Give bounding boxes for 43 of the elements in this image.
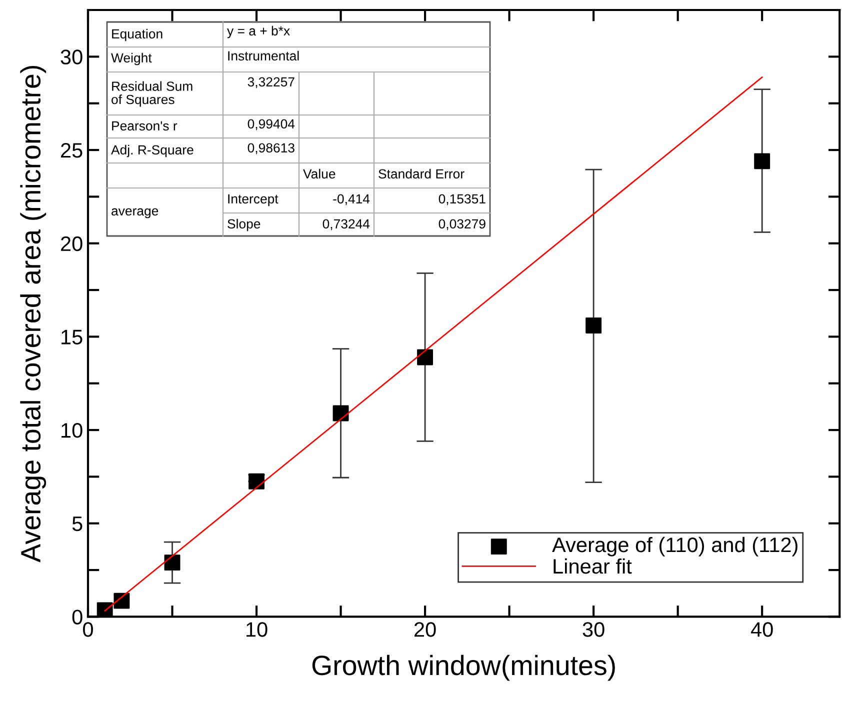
x-tick-label: 10 <box>246 622 268 637</box>
annotation: 0,99404 <box>248 119 295 130</box>
y-tick-label: 20 <box>61 236 82 252</box>
point <box>114 592 130 609</box>
y-tick-label: 15 <box>62 330 82 344</box>
annotation: y = a + b*x <box>227 26 290 38</box>
annotation: Slope <box>228 218 260 232</box>
annotation: Adj. R-Square <box>111 144 194 158</box>
point <box>248 473 264 490</box>
point <box>417 349 434 366</box>
y-tick-label: 0 <box>72 610 82 624</box>
x-tick-label: 0 <box>83 622 93 637</box>
legend-label: Linear fit <box>554 558 632 574</box>
annotation: Standard Error <box>378 168 464 179</box>
annotation: Intercept <box>228 194 278 206</box>
point <box>754 153 770 170</box>
point <box>586 318 602 334</box>
annotation: Equation <box>112 28 162 42</box>
x-tick-label: 40 <box>750 622 773 637</box>
annotation: Residual Sum of Squares <box>112 81 192 107</box>
legend-label: Average of (110) and (112) <box>552 536 798 556</box>
annotation: 0,98613 <box>248 143 294 154</box>
y-tick-label: 25 <box>61 143 82 158</box>
y-tick-label: 30 <box>60 50 82 64</box>
point <box>164 554 180 571</box>
y-axis-title: Average total covered area (micrometre) <box>20 66 46 562</box>
point <box>96 602 113 617</box>
x-tick-label: 20 <box>414 622 436 637</box>
annotation: 0,03279 <box>438 219 486 230</box>
y-tick-label: 5 <box>72 516 82 532</box>
annotation: -0,414 <box>333 194 370 206</box>
x-tick-label: 30 <box>582 622 604 637</box>
annotation: 0,73244 <box>322 219 370 230</box>
annotation: 0,15351 <box>438 194 486 206</box>
y-tick-label: 10 <box>62 423 82 438</box>
point <box>332 405 349 422</box>
annotation: Pearson's r <box>112 121 178 131</box>
annotation: Weight <box>111 52 152 66</box>
annotation: average <box>112 208 158 218</box>
annotation: Value <box>303 168 336 179</box>
annotation: Instrumental <box>228 50 299 61</box>
x-axis-title: Growth window(minutes) <box>312 654 615 681</box>
annotation: 3,32257 <box>248 77 294 88</box>
